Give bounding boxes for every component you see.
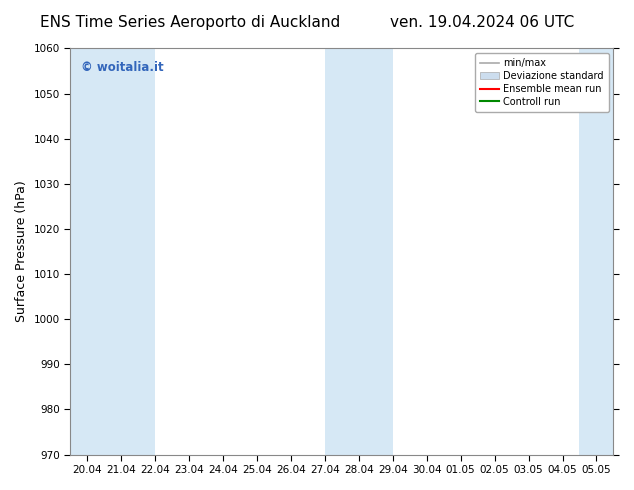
Text: © woitalia.it: © woitalia.it: [81, 61, 164, 74]
Y-axis label: Surface Pressure (hPa): Surface Pressure (hPa): [15, 181, 28, 322]
Bar: [579, 49, 614, 455]
Bar: [579, 49, 614, 455]
Bar: [325, 49, 392, 455]
Legend: min/max, Deviazione standard, Ensemble mean run, Controll run: min/max, Deviazione standard, Ensemble m…: [475, 53, 609, 112]
Bar: [70, 49, 155, 455]
Text: ENS Time Series Aeroporto di Auckland: ENS Time Series Aeroporto di Auckland: [40, 15, 340, 30]
Text: ven. 19.04.2024 06 UTC: ven. 19.04.2024 06 UTC: [390, 15, 574, 30]
